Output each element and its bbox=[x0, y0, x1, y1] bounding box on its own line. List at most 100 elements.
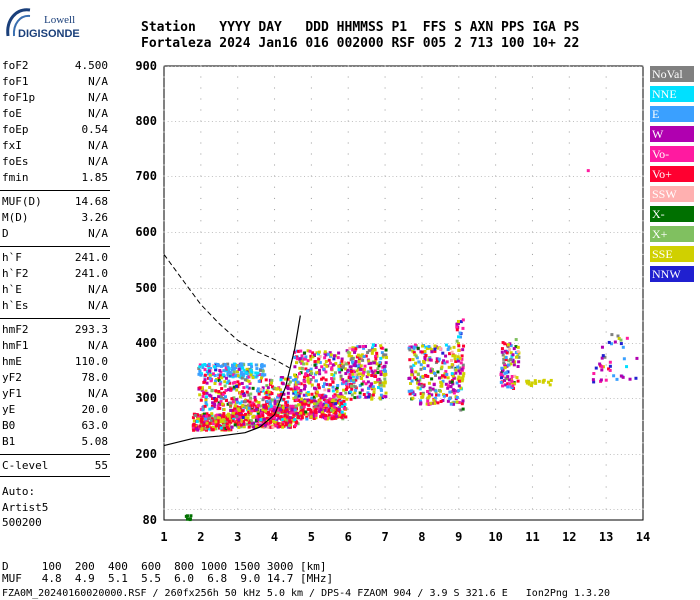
grid-dot bbox=[458, 131, 460, 133]
grid-dot bbox=[539, 454, 541, 455]
grid-dot bbox=[451, 121, 453, 122]
echo-point bbox=[332, 373, 336, 377]
grid-dot bbox=[366, 454, 368, 455]
grid-dot bbox=[340, 454, 342, 455]
grid-dot bbox=[502, 232, 504, 233]
grid-dot bbox=[421, 331, 423, 333]
grid-dot bbox=[550, 454, 552, 455]
grid-dot bbox=[539, 121, 541, 122]
grid-dot bbox=[458, 419, 460, 421]
echo-point bbox=[433, 396, 437, 400]
echo-point bbox=[409, 382, 413, 386]
grid-dot bbox=[491, 454, 493, 455]
echo-point bbox=[408, 376, 412, 380]
echo-point bbox=[257, 379, 261, 383]
grid-dot bbox=[595, 176, 597, 177]
echo-point bbox=[354, 347, 358, 351]
grid-dot bbox=[344, 288, 346, 289]
grid-dot bbox=[643, 66, 644, 67]
grid-dot bbox=[558, 343, 560, 344]
echo-point bbox=[514, 351, 518, 355]
grid-dot bbox=[234, 232, 236, 233]
echo-point bbox=[262, 405, 266, 409]
echo-point bbox=[456, 355, 460, 359]
param-value: N/A bbox=[88, 107, 108, 120]
grid-dot bbox=[359, 176, 361, 177]
grid-dot bbox=[642, 265, 644, 267]
x-tick-label: 7 bbox=[381, 530, 388, 544]
echo-point bbox=[371, 385, 375, 389]
grid-dot bbox=[414, 454, 416, 455]
echo-point bbox=[314, 394, 318, 398]
grid-dot bbox=[204, 509, 206, 510]
echo-point bbox=[340, 395, 344, 399]
echo-point bbox=[227, 427, 231, 431]
echo-point bbox=[222, 391, 226, 395]
grid-dot bbox=[182, 66, 184, 67]
echo-point bbox=[375, 351, 379, 355]
echo-point bbox=[317, 400, 321, 404]
echo-point bbox=[232, 370, 236, 374]
grid-dot bbox=[639, 454, 641, 455]
grid-dot bbox=[532, 66, 534, 67]
echo-point bbox=[379, 387, 383, 391]
grid-dot bbox=[175, 66, 177, 67]
grid-dot bbox=[568, 353, 570, 355]
grid-dot bbox=[598, 66, 600, 67]
grid-dot bbox=[495, 164, 497, 166]
echo-point bbox=[549, 378, 553, 382]
echo-point bbox=[440, 382, 444, 386]
echo-point bbox=[376, 378, 380, 382]
grid-dot bbox=[163, 276, 165, 278]
grid-dot bbox=[347, 320, 349, 322]
grid-dot bbox=[576, 288, 578, 289]
grid-dot bbox=[318, 288, 320, 289]
echo-point bbox=[218, 369, 222, 373]
echo-point bbox=[372, 387, 376, 391]
grid-dot bbox=[245, 288, 247, 289]
grid-dot bbox=[300, 232, 302, 233]
grid-dot bbox=[421, 265, 423, 267]
grid-dot bbox=[241, 66, 243, 67]
grid-dot bbox=[392, 454, 394, 455]
echo-point bbox=[283, 417, 287, 421]
grid-dot bbox=[163, 87, 165, 89]
echo-point bbox=[194, 425, 198, 429]
grid-dot bbox=[407, 398, 409, 399]
grid-dot bbox=[167, 398, 169, 399]
grid-dot bbox=[163, 464, 165, 466]
echo-point bbox=[617, 337, 621, 341]
echo-point bbox=[218, 413, 222, 417]
echo-point bbox=[277, 416, 281, 420]
grid-dot bbox=[642, 353, 644, 355]
echo-point bbox=[295, 349, 299, 353]
echo-point bbox=[368, 395, 372, 399]
grid-dot bbox=[521, 288, 523, 289]
echo-point bbox=[214, 397, 218, 401]
grid-dot bbox=[241, 232, 243, 233]
grid-dot bbox=[310, 431, 312, 433]
echo-point bbox=[259, 387, 263, 391]
grid-dot bbox=[222, 343, 224, 344]
param-key: B1 bbox=[2, 435, 16, 448]
grid-dot bbox=[643, 398, 644, 399]
echo-point bbox=[348, 372, 352, 376]
grid-dot bbox=[543, 232, 545, 233]
echo-point bbox=[247, 410, 251, 414]
grid-dot bbox=[587, 343, 589, 344]
echo-point bbox=[344, 391, 348, 395]
echo-point bbox=[425, 402, 429, 406]
grid-dot bbox=[245, 121, 247, 122]
echo-point bbox=[225, 381, 229, 385]
grid-dot bbox=[502, 176, 504, 177]
grid-dot bbox=[580, 454, 582, 455]
grid-dot bbox=[197, 66, 199, 67]
echo-point bbox=[461, 363, 465, 367]
echo-point bbox=[362, 371, 366, 375]
echo-point bbox=[285, 415, 289, 419]
echo-point bbox=[276, 414, 280, 418]
echo-point bbox=[380, 396, 384, 400]
grid-dot bbox=[278, 66, 280, 67]
auto-code: 500200 bbox=[2, 516, 42, 529]
echo-point bbox=[210, 404, 214, 408]
